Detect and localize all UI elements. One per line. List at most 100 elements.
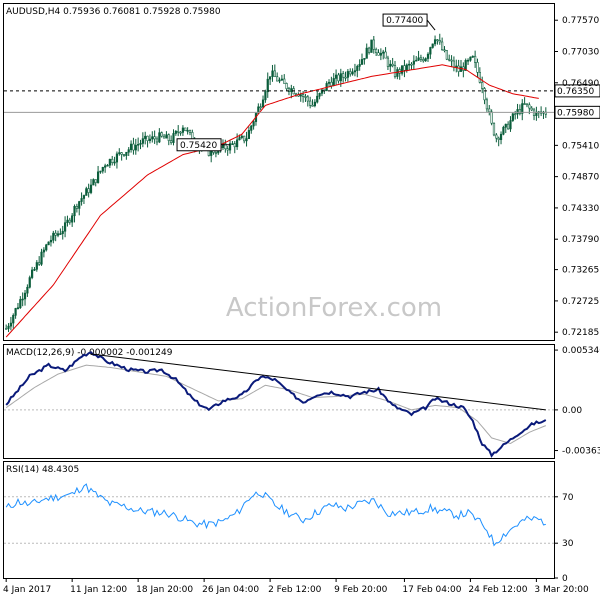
candle-body bbox=[389, 63, 392, 67]
candle-body bbox=[301, 94, 305, 97]
candle-body bbox=[59, 233, 62, 235]
price-y-axis: 0.77570 0.77030 0.76490 0.75410 0.74870 0.743… bbox=[554, 16, 599, 338]
candle-body bbox=[75, 205, 78, 209]
candle-body bbox=[365, 47, 368, 59]
candle-body bbox=[47, 241, 50, 246]
candle-body bbox=[342, 73, 345, 78]
candle-body bbox=[382, 51, 385, 54]
candle-body bbox=[313, 101, 316, 107]
candle-body bbox=[14, 308, 17, 316]
candle-body bbox=[448, 58, 451, 61]
candle-body bbox=[115, 153, 119, 163]
candle-body bbox=[179, 131, 182, 134]
candle-body bbox=[276, 76, 279, 82]
candle-body bbox=[111, 158, 114, 163]
candle-body bbox=[139, 143, 142, 145]
candle-body bbox=[360, 59, 364, 65]
x-tick-label: 24 Feb 12:00 bbox=[468, 585, 527, 595]
candle-body bbox=[516, 109, 519, 115]
candle-body bbox=[521, 103, 524, 114]
candle-body bbox=[490, 111, 493, 124]
candle-body bbox=[436, 39, 439, 41]
candle-body bbox=[141, 138, 144, 144]
candle-body bbox=[45, 244, 48, 251]
candle-body bbox=[511, 113, 514, 121]
candle-body bbox=[153, 136, 156, 140]
candle-body bbox=[269, 76, 272, 80]
candle-body bbox=[339, 73, 342, 82]
watermark: ActionForex.com bbox=[226, 293, 442, 323]
candle-body bbox=[23, 292, 27, 300]
candle-body bbox=[379, 52, 382, 56]
candle-body bbox=[33, 269, 36, 271]
candle-body bbox=[481, 82, 484, 89]
price-y-tick-label: 0.73790 bbox=[562, 235, 599, 245]
x-tick-label: 11 Jan 12:00 bbox=[70, 585, 127, 595]
x-tick-label: 2 Feb 12:00 bbox=[268, 585, 322, 595]
candle-body bbox=[419, 57, 423, 60]
candle-body bbox=[63, 222, 67, 232]
candle-body bbox=[9, 322, 12, 327]
candle-body bbox=[134, 144, 137, 151]
candle-body bbox=[441, 41, 444, 51]
candle-body bbox=[469, 56, 472, 61]
candle-body bbox=[186, 130, 189, 132]
price-y-tick-label: 0.72185 bbox=[562, 328, 599, 338]
candle-body bbox=[337, 74, 340, 82]
candle-body bbox=[514, 113, 517, 116]
candle-body bbox=[372, 39, 375, 50]
candle-body bbox=[151, 136, 154, 140]
candle-body bbox=[233, 143, 236, 148]
candle-body bbox=[94, 179, 97, 183]
candle-body bbox=[71, 215, 74, 223]
candle-body bbox=[495, 134, 498, 139]
candle-body bbox=[78, 201, 81, 209]
candle-body bbox=[146, 135, 149, 141]
candle-body bbox=[403, 65, 406, 71]
rsi-y-axis: 70 30 0 bbox=[554, 493, 574, 584]
candle-body bbox=[228, 143, 232, 151]
candle-body bbox=[261, 99, 265, 108]
candle-body bbox=[80, 198, 83, 202]
candle-body bbox=[19, 299, 22, 308]
x-tick-label: 18 Jan 20:00 bbox=[136, 585, 193, 595]
x-tick-label: 4 Jan 2017 bbox=[3, 585, 51, 595]
candle-body bbox=[68, 219, 71, 223]
level-price-tag bbox=[554, 84, 600, 98]
candle-body bbox=[271, 70, 274, 77]
candle-body bbox=[309, 100, 312, 106]
macd-line bbox=[5, 351, 547, 458]
candle-body bbox=[96, 171, 100, 183]
candle-body bbox=[304, 96, 307, 98]
candle-body bbox=[438, 40, 441, 43]
candle-body bbox=[457, 65, 460, 72]
candle-body bbox=[21, 298, 24, 301]
candle-body bbox=[264, 91, 267, 101]
candle-body bbox=[61, 230, 64, 234]
candle-body bbox=[226, 148, 229, 151]
candle-body bbox=[452, 60, 456, 68]
candle-body bbox=[82, 195, 86, 199]
candle-body bbox=[231, 143, 234, 145]
candle-body bbox=[35, 262, 38, 270]
candle-body bbox=[443, 49, 446, 52]
candle-body bbox=[236, 139, 239, 148]
candle-body bbox=[400, 65, 404, 74]
candle-body bbox=[101, 166, 104, 172]
price-y-tick-label: 0.72725 bbox=[562, 297, 599, 307]
pivot-label-box bbox=[176, 138, 222, 152]
candle-body bbox=[344, 76, 347, 79]
candle-body bbox=[278, 79, 281, 82]
macd-y-axis: 0.005346 0.00 -0.003633 bbox=[554, 346, 600, 457]
candle-body bbox=[73, 205, 76, 217]
candle-body bbox=[499, 133, 503, 140]
candle-body bbox=[259, 106, 262, 109]
candle-body bbox=[113, 161, 116, 164]
candle-body bbox=[106, 164, 109, 167]
price-y-tick-label: 0.73265 bbox=[562, 266, 599, 276]
candle-body bbox=[311, 105, 314, 107]
candle-body bbox=[38, 262, 41, 265]
rsi-panel-frame bbox=[3, 461, 555, 579]
candle-body bbox=[327, 81, 331, 84]
candle-body bbox=[16, 307, 20, 309]
